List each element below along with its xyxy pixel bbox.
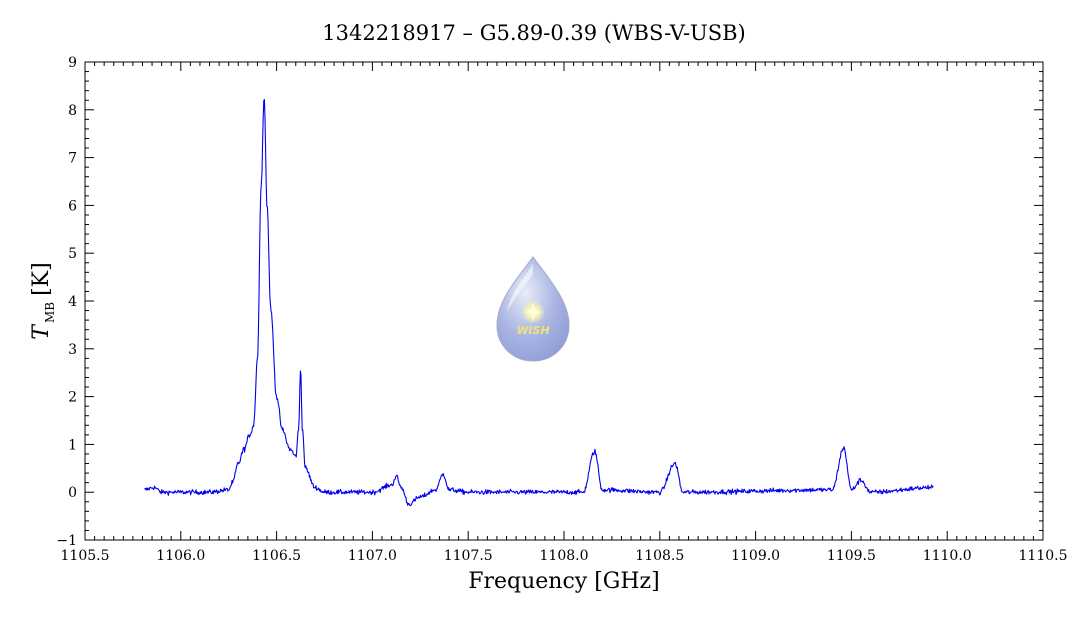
- y-tick-label: 6: [68, 198, 77, 214]
- x-tick-label: 1110.5: [1019, 548, 1067, 564]
- x-tick-label: 1106.0: [156, 548, 205, 564]
- y-tick-label: 4: [68, 294, 77, 310]
- y-tick-label: 3: [68, 342, 77, 358]
- y-axis-label-unit: [K]: [29, 262, 54, 296]
- x-tick-label: 1106.5: [252, 548, 301, 564]
- x-tick-label: 1109.5: [827, 548, 876, 564]
- y-tick-label: 1: [68, 437, 77, 453]
- y-tick-label: −1: [56, 533, 77, 549]
- x-tick-label: 1107.5: [444, 548, 493, 564]
- x-tick-label: 1107.0: [348, 548, 397, 564]
- x-tick-label: 1109.0: [731, 548, 780, 564]
- x-tick-label: 1110.0: [923, 548, 972, 564]
- logo-star-icon: [524, 303, 542, 321]
- y-axis-label-symbol: T: [29, 323, 54, 340]
- x-tick-label: 1108.0: [540, 548, 589, 564]
- y-tick-label: 5: [68, 246, 77, 262]
- y-tick-label: 2: [68, 390, 77, 406]
- y-tick-label: 7: [68, 151, 77, 167]
- logo-highlight: [507, 264, 533, 312]
- y-tick-label: 9: [68, 55, 77, 71]
- x-axis-label: Frequency [GHz]: [468, 569, 660, 594]
- plot-frame: [84, 61, 1044, 541]
- y-axis-label-subscript: MB: [43, 302, 57, 323]
- x-tick-label: 1108.5: [635, 548, 684, 564]
- x-tick-label: 1105.5: [61, 548, 110, 564]
- spectrum-series-line: [144, 99, 934, 507]
- y-axis-ticks: −1 0 1 2 3 4 5 6 7 8 9: [56, 55, 1043, 549]
- y-tick-label: 8: [68, 103, 77, 119]
- chart-title: 1342218917 – G5.89-0.39 (WBS-V-USB): [322, 21, 746, 45]
- y-tick-label: 0: [68, 485, 77, 501]
- y-axis-label: TMB [K]: [29, 262, 57, 339]
- wish-drop-logo: WISH: [496, 256, 570, 362]
- logo-text: WISH: [516, 324, 549, 337]
- x-axis-ticks: 1105.5 1106.0 1106.5 1107.0 1107.5 1108.0 1108…: [61, 62, 1067, 564]
- svg-text:TMB[K]: TMB [K]: [29, 262, 57, 339]
